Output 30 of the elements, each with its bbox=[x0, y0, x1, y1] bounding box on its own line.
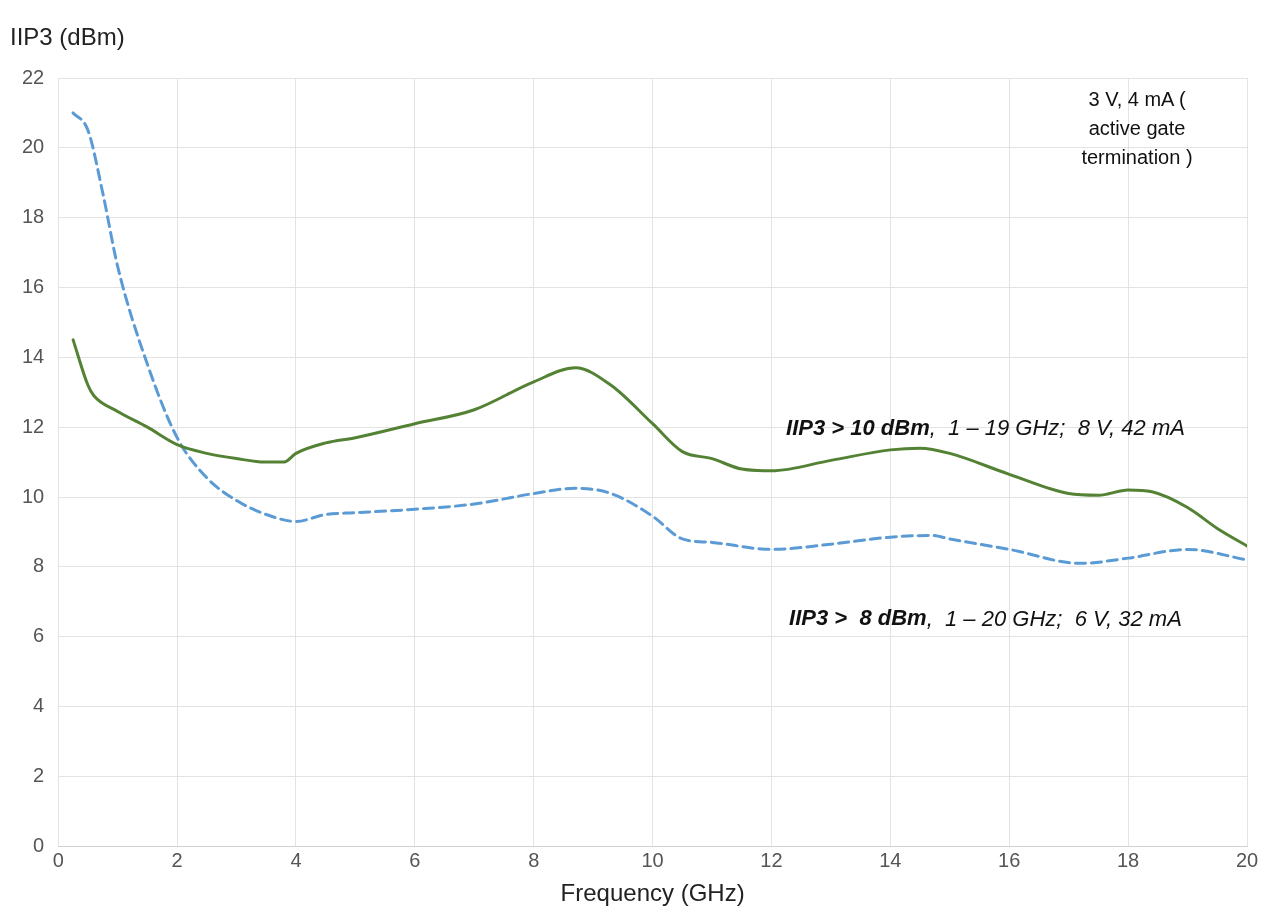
y-tick-label: 0 bbox=[33, 833, 45, 856]
x-tick-label: 8 bbox=[528, 848, 540, 871]
y-tick-label: 16 bbox=[22, 275, 45, 298]
x-tick-label: 20 bbox=[1235, 848, 1259, 871]
x-tick-label: 16 bbox=[998, 848, 1021, 871]
x-tick-label: 10 bbox=[641, 848, 664, 871]
y-tick-label: 12 bbox=[22, 414, 45, 437]
x-tick-label: 2 bbox=[171, 848, 183, 871]
x-tick-label: 14 bbox=[879, 848, 902, 871]
x-tick-label: 6 bbox=[409, 848, 421, 871]
x-tick-label: 0 bbox=[52, 848, 64, 871]
x-tick-label: 18 bbox=[1117, 848, 1140, 871]
annotation: 3 V, 4 mA ( active gate termination ) bbox=[1081, 87, 1193, 168]
line-series bbox=[71, 338, 1247, 548]
y-axis-title: IIP3 (dBm) bbox=[10, 22, 125, 50]
y-tick-label: 14 bbox=[22, 344, 45, 367]
y-tick-label: 4 bbox=[33, 694, 45, 717]
text: IIP3 > 8 dBm, 1 – 20 GHz; 6 V, 32 mA bbox=[789, 605, 1182, 631]
x-tick-label: 4 bbox=[290, 848, 302, 871]
y-tick-label: 8 bbox=[33, 554, 45, 577]
y-tick-label: 18 bbox=[22, 205, 45, 228]
line-series bbox=[71, 111, 1247, 565]
y-tick-label: 10 bbox=[22, 484, 45, 507]
y-tick-label: 22 bbox=[22, 65, 45, 88]
x-axis-title: Frequency (GHz) bbox=[560, 879, 745, 907]
x-tick-label: 12 bbox=[760, 848, 783, 871]
y-tick-label: 6 bbox=[33, 624, 45, 647]
series-label: IIP3 > 10 dBm, 1 – 19 GHz; 8 V, 42 mA bbox=[786, 415, 1185, 441]
y-tick-label: 20 bbox=[22, 135, 45, 158]
y-tick-label: 2 bbox=[33, 763, 45, 786]
